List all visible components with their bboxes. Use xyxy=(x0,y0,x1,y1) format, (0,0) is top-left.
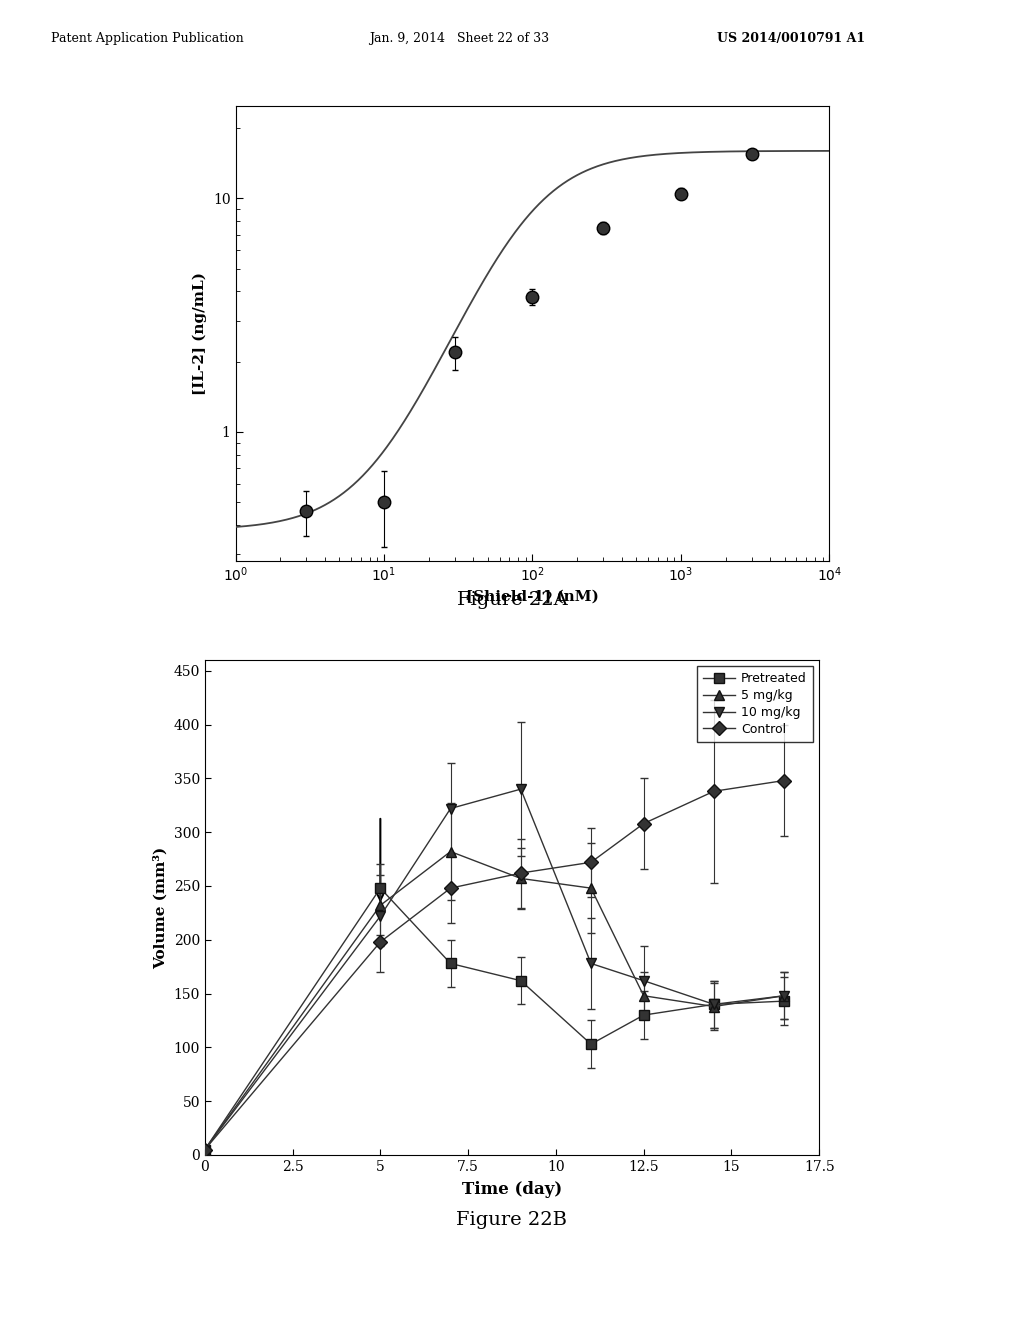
Text: Figure 22B: Figure 22B xyxy=(457,1210,567,1229)
X-axis label: [Shield-1] (nM): [Shield-1] (nM) xyxy=(466,590,599,605)
Legend: Pretreated, 5 mg/kg, 10 mg/kg, Control: Pretreated, 5 mg/kg, 10 mg/kg, Control xyxy=(697,667,813,742)
Text: US 2014/0010791 A1: US 2014/0010791 A1 xyxy=(717,32,865,45)
Y-axis label: [IL-2] (ng/mL): [IL-2] (ng/mL) xyxy=(194,272,208,395)
X-axis label: Time (day): Time (day) xyxy=(462,1181,562,1197)
Text: Jan. 9, 2014   Sheet 22 of 33: Jan. 9, 2014 Sheet 22 of 33 xyxy=(369,32,549,45)
Text: Figure 22A: Figure 22A xyxy=(457,590,567,609)
Y-axis label: Volume (mm³): Volume (mm³) xyxy=(154,846,168,969)
Text: Patent Application Publication: Patent Application Publication xyxy=(51,32,244,45)
